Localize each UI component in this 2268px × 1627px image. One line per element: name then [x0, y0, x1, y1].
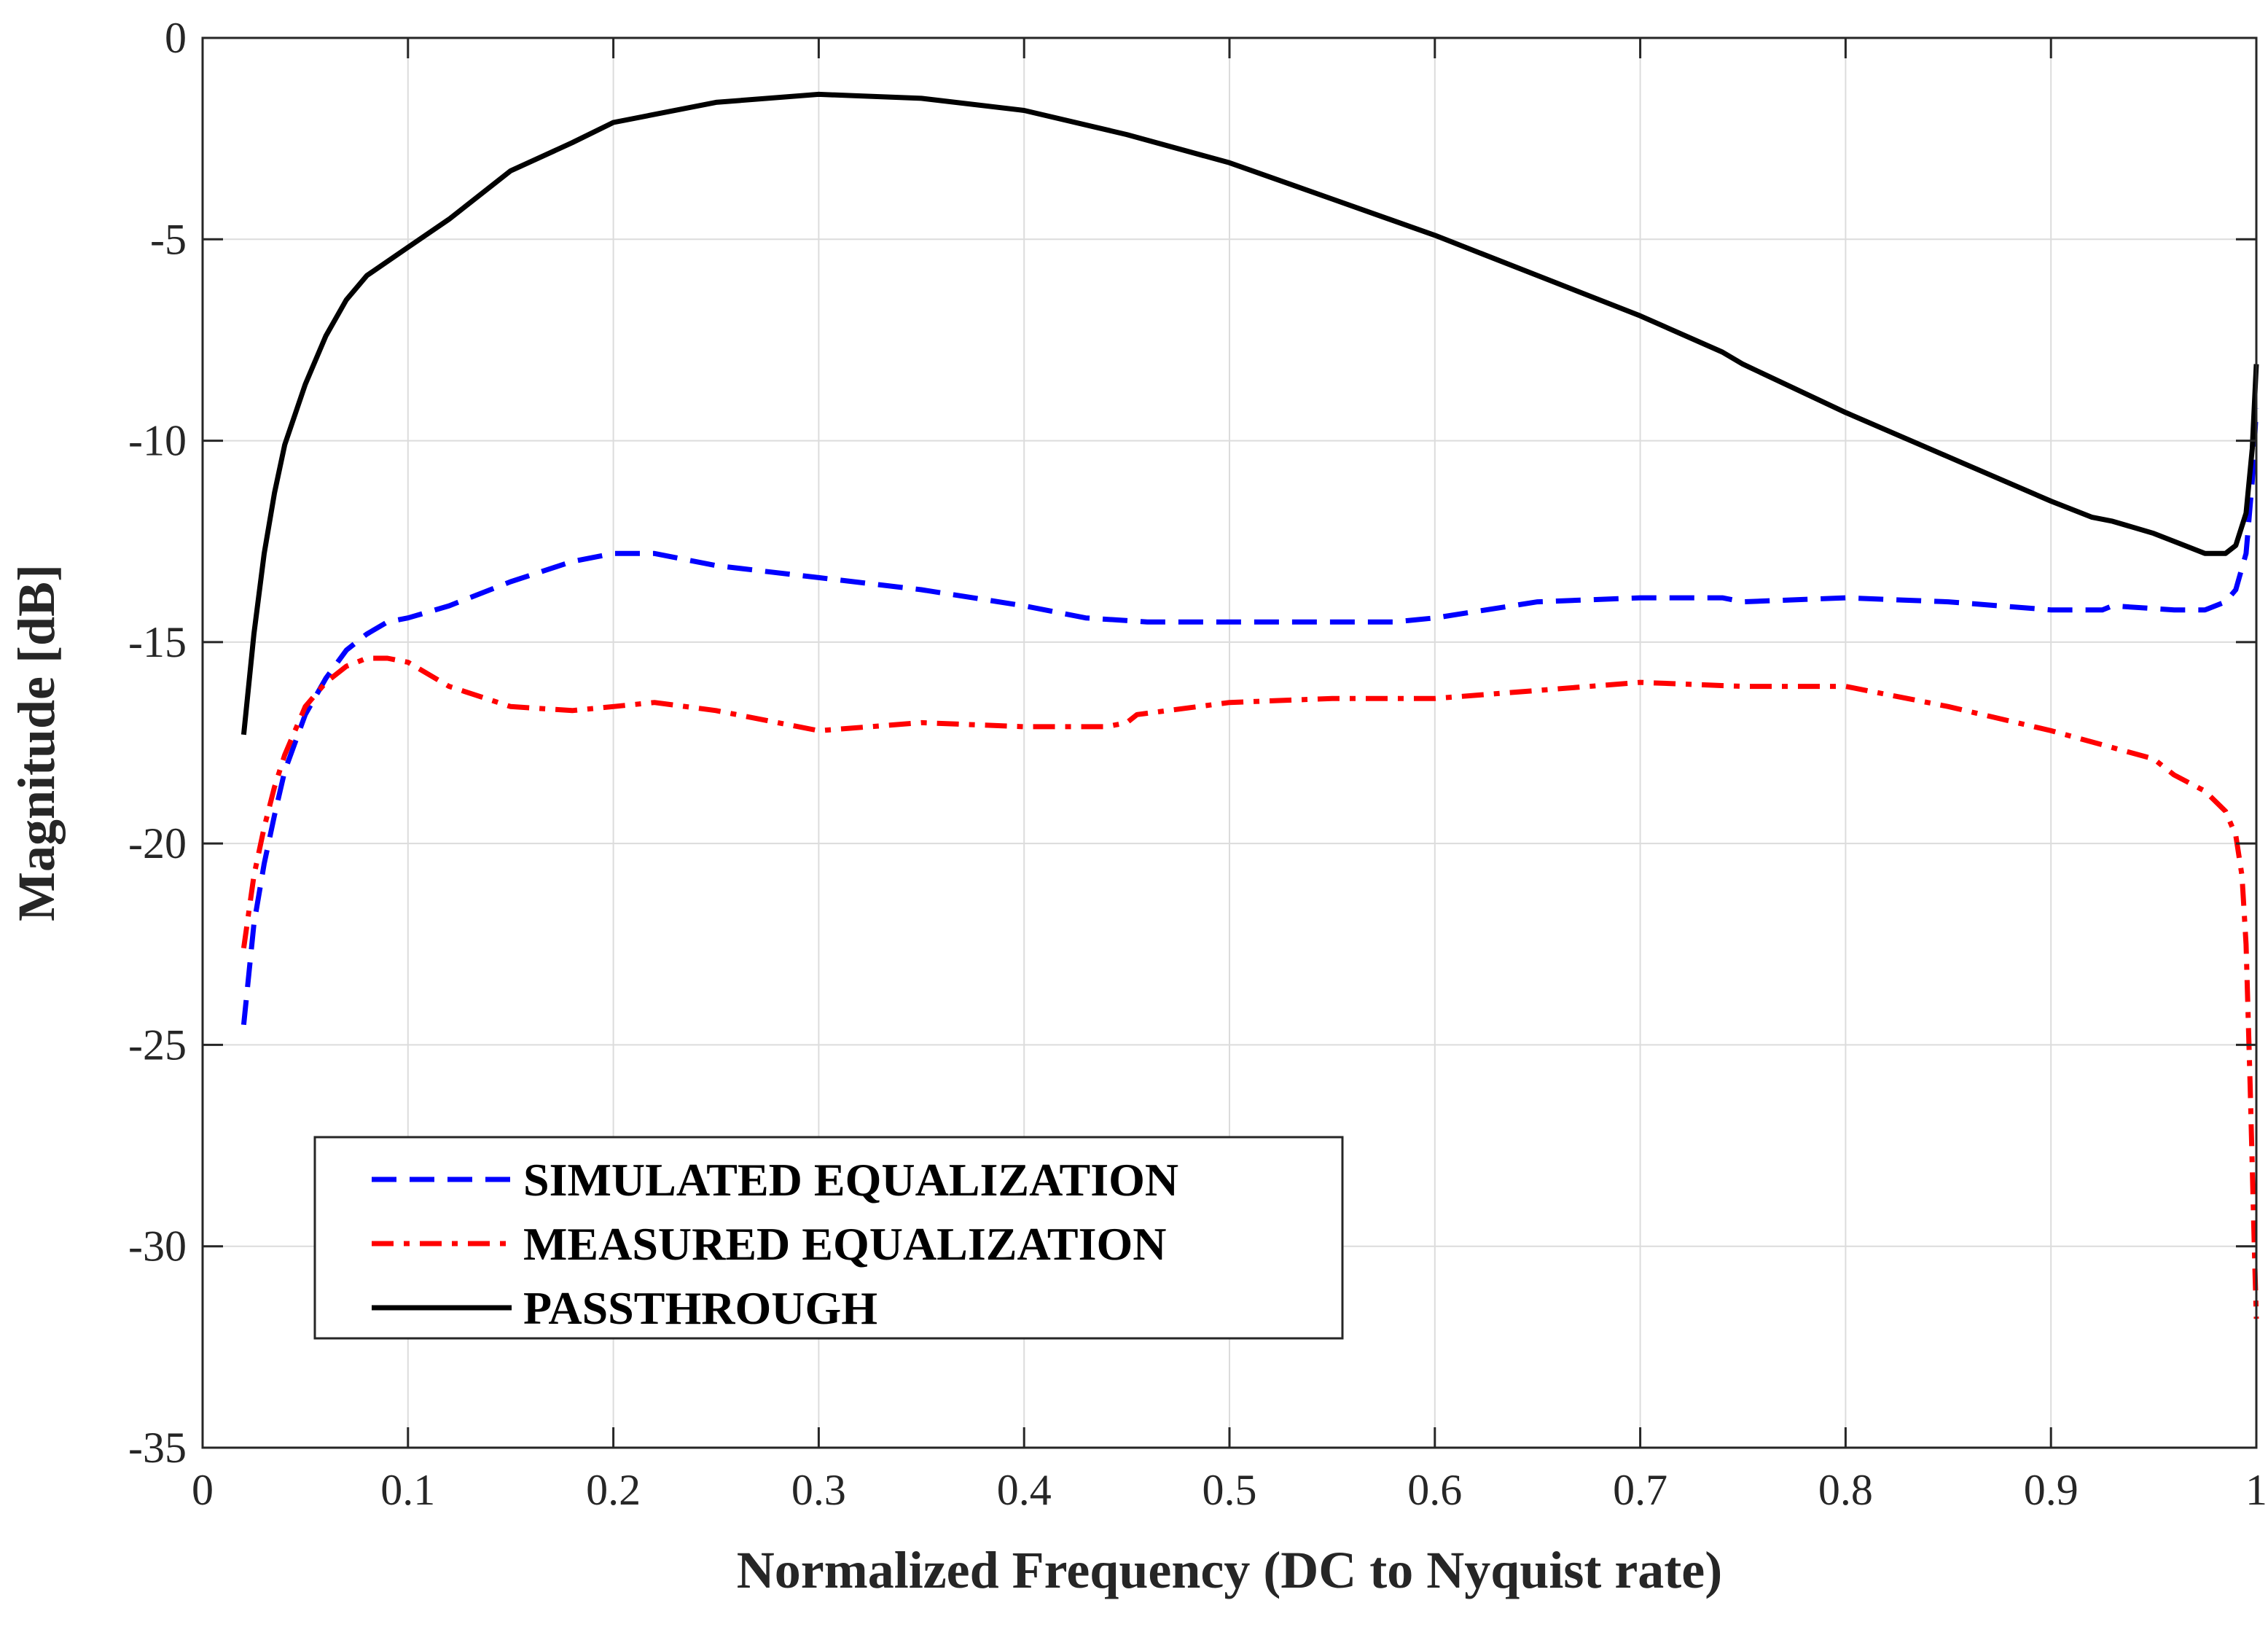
y-tick-label: 0	[165, 14, 187, 62]
x-tick-label: 0.7	[1613, 1466, 1667, 1514]
legend-box	[313, 1136, 1344, 1340]
series-line-measured-equalization	[241, 655, 2259, 1319]
x-tick-label: 0.9	[2024, 1466, 2079, 1514]
y-tick-label: -20	[128, 819, 187, 867]
x-tick-label: 0.3	[791, 1466, 846, 1514]
legend-label-passthrough: PASSTHROUGH	[523, 1282, 877, 1334]
y-tick-label: -25	[128, 1021, 187, 1069]
x-tick-label: 1	[2245, 1466, 2267, 1514]
y-axis-title: Magnitude [dB]	[7, 564, 66, 921]
x-tick-label: 0.6	[1407, 1466, 1462, 1514]
y-tick-label: -15	[128, 618, 187, 666]
legend-label-simulated-equalization: SIMULATED EQUALIZATION	[523, 1154, 1178, 1206]
y-tick-label: -35	[128, 1424, 187, 1472]
x-tick-label: 0.4	[997, 1466, 1052, 1514]
plot-lines	[241, 91, 2259, 1319]
x-axis-title: Normalized Frequency (DC to Nyquist rate…	[737, 1541, 1722, 1599]
y-tick-label: -10	[128, 417, 187, 465]
x-tick-label: 0.5	[1203, 1466, 1257, 1514]
x-tick-labels: 0 0.1 0.2 0.3 0.4 0.5 0.6 0.7 0.8 0.9 1	[192, 1466, 2267, 1514]
legend-label-measured-equalization: MEASURED EQUALIZATION	[523, 1218, 1167, 1270]
y-tick-labels: 0 -5 -10 -15 -20 -25 -30 -35	[128, 14, 187, 1472]
legend: SIMULATED EQUALIZATION MEASURED EQUALIZA…	[313, 1136, 1344, 1340]
x-tick-label: 0.8	[1818, 1466, 1873, 1514]
x-tick-label: 0.1	[380, 1466, 435, 1514]
series-line-simulated-equalization	[241, 408, 2259, 1026]
y-tick-label: -5	[150, 215, 187, 263]
x-tick-label: 0	[192, 1466, 214, 1514]
y-tick-label: -30	[128, 1222, 187, 1271]
series-line-passthrough	[241, 91, 2259, 736]
tick-marks	[201, 36, 2258, 1449]
x-tick-label: 0.2	[586, 1466, 641, 1514]
